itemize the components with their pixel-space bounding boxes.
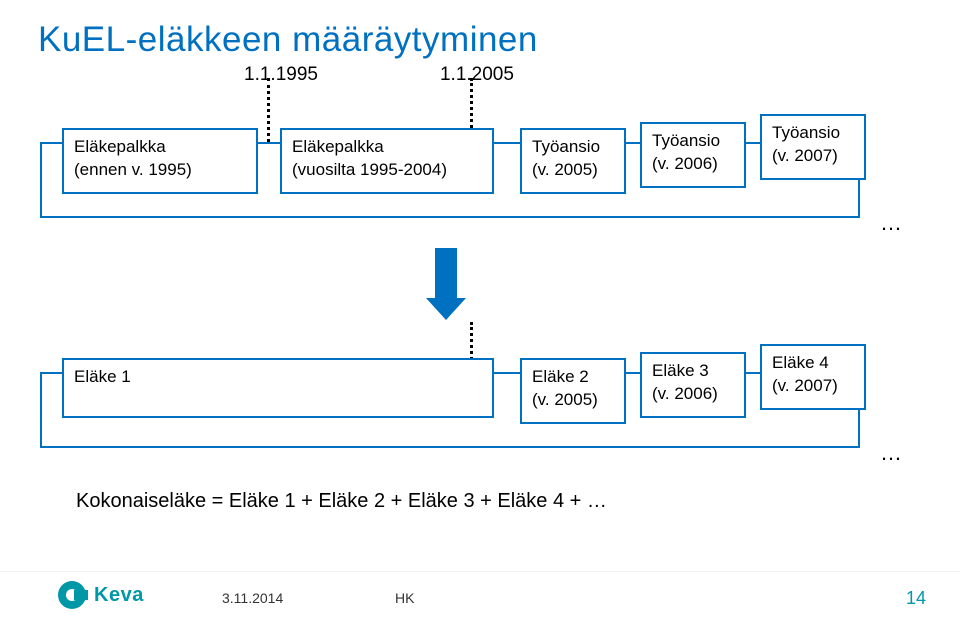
box-elake-2: Eläke 2 (v. 2005) [520, 358, 626, 424]
year-markers: 1.1.1995 1.1.2005 [244, 64, 922, 86]
box-line2: (v. 2007) [772, 145, 854, 168]
box-line2: (vuosilta 1995-2004) [292, 159, 482, 182]
box-line1: Työansio [532, 136, 614, 159]
dashed-line-2005-top [470, 78, 473, 134]
row2-ellipsis: … [880, 440, 902, 466]
box-elake-1: Eläke 1 [62, 358, 494, 418]
footer-date: 3.11.2014 [222, 590, 283, 606]
footer-author: HK [395, 590, 414, 606]
arrow-stem [435, 248, 457, 298]
box-tyoansio-2006: Työansio (v. 2006) [640, 122, 746, 188]
arrow-head [426, 298, 466, 320]
box-elake-3: Eläke 3 (v. 2006) [640, 352, 746, 418]
slide: KuEL-eläkkeen määräytyminen 1.1.1995 1.1… [0, 0, 960, 621]
page-title: KuEL-eläkkeen määräytyminen [38, 20, 922, 60]
logo-icon [58, 581, 86, 609]
box-line2: (v. 2005) [532, 389, 614, 412]
box-elakepalkka-1995-2004: Eläkepalkka (vuosilta 1995-2004) [280, 128, 494, 194]
box-line2: (ennen v. 1995) [74, 159, 246, 182]
box-line2: (v. 2006) [652, 153, 734, 176]
down-arrow-icon [435, 248, 457, 320]
box-elake-4: Eläke 4 (v. 2007) [760, 344, 866, 410]
box-line1: Eläke 4 [772, 352, 854, 375]
year-1995: 1.1.1995 [244, 64, 318, 86]
box-line2: (v. 2007) [772, 375, 854, 398]
brand-text: Keva [94, 584, 144, 607]
box-line1: Eläke 1 [74, 366, 482, 389]
footer: Keva 3.11.2014 HK 14 [0, 571, 960, 621]
box-tyoansio-2007: Työansio (v. 2007) [760, 114, 866, 180]
row1-ellipsis: … [880, 210, 902, 236]
box-line2: (v. 2006) [652, 383, 734, 406]
box-line1: Työansio [652, 130, 734, 153]
box-tyoansio-2005: Työansio (v. 2005) [520, 128, 626, 194]
box-line2: (v. 2005) [532, 159, 614, 182]
box-line1: Eläke 2 [532, 366, 614, 389]
page-number: 14 [906, 588, 926, 609]
box-elakepalkka-ennen1995: Eläkepalkka (ennen v. 1995) [62, 128, 258, 194]
dashed-line-1995 [267, 78, 270, 142]
box-line1: Eläke 3 [652, 360, 734, 383]
year-2005: 1.1.2005 [440, 64, 514, 86]
box-line1: Työansio [772, 122, 854, 145]
box-line1: Eläkepalkka [292, 136, 482, 159]
total-formula: Kokonaiseläke = Eläke 1 + Eläke 2 + Eläk… [76, 490, 607, 513]
box-line1: Eläkepalkka [74, 136, 246, 159]
brand-logo: Keva [58, 581, 144, 609]
